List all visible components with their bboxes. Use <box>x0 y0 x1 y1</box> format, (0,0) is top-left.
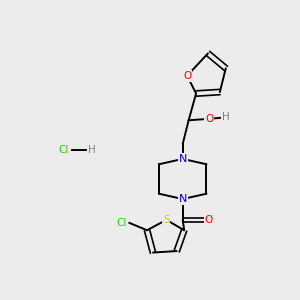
Text: N: N <box>178 194 187 204</box>
Text: N: N <box>178 154 187 164</box>
Text: O: O <box>204 215 213 225</box>
Text: H: H <box>222 112 230 122</box>
Text: O: O <box>205 114 214 124</box>
Text: O: O <box>183 71 191 81</box>
Text: S: S <box>163 215 170 225</box>
Text: Cl: Cl <box>117 218 127 228</box>
Text: H: H <box>88 145 96 155</box>
Text: Cl: Cl <box>58 145 69 155</box>
